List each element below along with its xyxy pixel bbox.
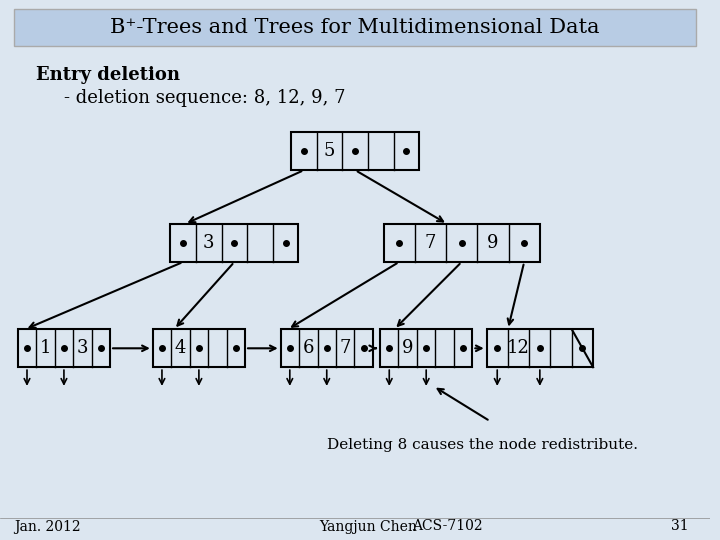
Text: Yangjun Chen: Yangjun Chen [320, 519, 418, 534]
FancyBboxPatch shape [171, 224, 298, 262]
FancyBboxPatch shape [153, 329, 245, 367]
Text: - deletion sequence: 8, 12, 9, 7: - deletion sequence: 8, 12, 9, 7 [64, 89, 346, 107]
Text: 4: 4 [175, 339, 186, 357]
Text: 3: 3 [76, 339, 88, 357]
Text: 31: 31 [671, 519, 689, 534]
Text: 7: 7 [425, 234, 436, 252]
Text: 1: 1 [40, 339, 51, 357]
Text: 9: 9 [487, 234, 499, 252]
Text: Jan. 2012: Jan. 2012 [14, 519, 81, 534]
FancyBboxPatch shape [14, 9, 696, 46]
Text: Entry deletion: Entry deletion [35, 65, 179, 84]
FancyBboxPatch shape [380, 329, 472, 367]
Text: Deleting 8 causes the node redistribute.: Deleting 8 causes the node redistribute. [327, 438, 638, 453]
Text: 7: 7 [340, 339, 351, 357]
Text: 9: 9 [402, 339, 413, 357]
FancyBboxPatch shape [291, 132, 419, 170]
FancyBboxPatch shape [487, 329, 593, 367]
FancyBboxPatch shape [18, 329, 110, 367]
Text: ACS-7102: ACS-7102 [412, 519, 482, 534]
Text: 5: 5 [324, 142, 336, 160]
FancyBboxPatch shape [281, 329, 373, 367]
FancyBboxPatch shape [384, 224, 540, 262]
Text: 3: 3 [203, 234, 215, 252]
Text: 6: 6 [302, 339, 314, 357]
Text: 12: 12 [507, 339, 530, 357]
Text: B⁺-Trees and Trees for Multidimensional Data: B⁺-Trees and Trees for Multidimensional … [110, 18, 600, 37]
